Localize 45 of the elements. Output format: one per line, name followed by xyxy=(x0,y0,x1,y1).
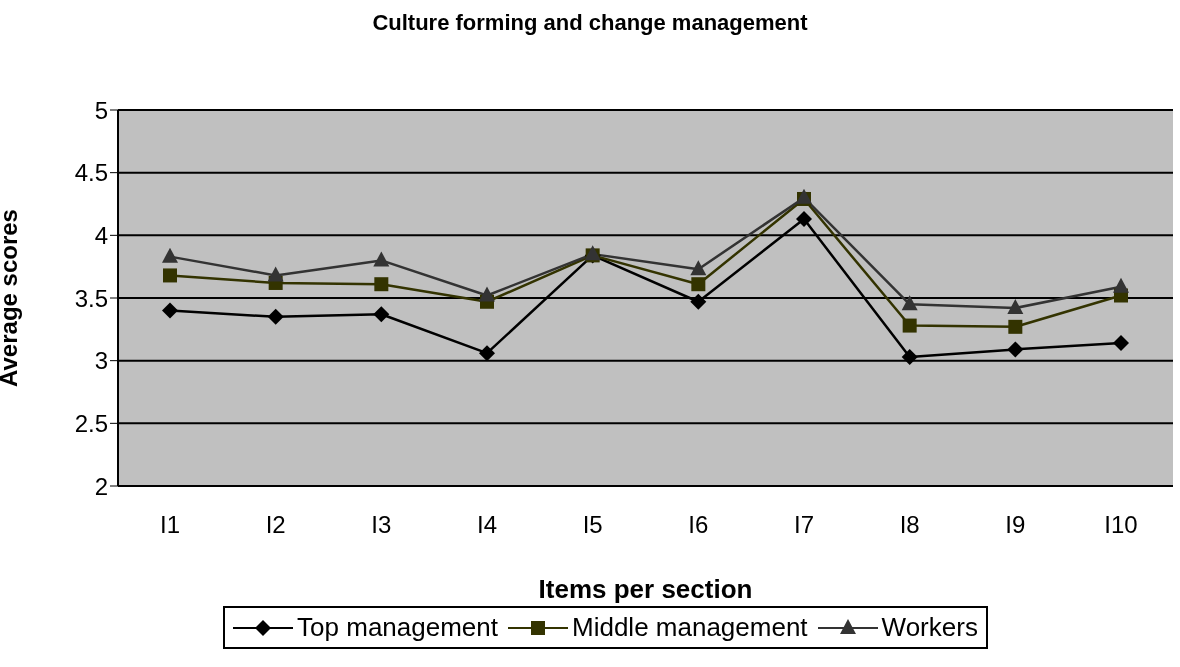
point xyxy=(690,293,707,310)
point xyxy=(374,277,389,292)
point xyxy=(796,211,812,228)
x-tick-label: I8 xyxy=(899,511,920,539)
point xyxy=(373,306,390,323)
x-tick-label: I3 xyxy=(371,511,392,539)
point xyxy=(267,308,284,325)
point xyxy=(690,260,707,276)
point xyxy=(373,251,390,267)
point xyxy=(162,302,178,319)
point xyxy=(902,318,917,333)
point xyxy=(163,268,177,283)
point xyxy=(1007,299,1024,315)
point xyxy=(162,247,178,263)
y-tick-label: 4.5 xyxy=(74,159,108,187)
y-tick-label: 3.5 xyxy=(74,284,108,312)
y-tick-label: 4 xyxy=(94,221,108,249)
point xyxy=(1007,341,1024,358)
x-tick-label: I7 xyxy=(793,511,815,539)
x-tick-label: I4 xyxy=(476,511,498,539)
legend-label: Workers xyxy=(881,612,978,643)
point xyxy=(267,266,284,282)
legend-label: Top management xyxy=(297,612,498,643)
y-tick-label: 2.5 xyxy=(74,409,108,437)
point xyxy=(901,348,918,365)
point xyxy=(901,295,918,311)
x-tick-label: I9 xyxy=(1005,511,1026,539)
x-tick-label: I2 xyxy=(265,511,286,539)
legend-label: Middle management xyxy=(572,612,808,643)
point xyxy=(479,345,495,362)
point xyxy=(1113,277,1129,293)
chart-title: Culture forming and change management xyxy=(371,10,809,36)
y-tick-label: 5 xyxy=(94,96,108,124)
x-tick-label: I6 xyxy=(688,511,709,539)
x-tick-label: I5 xyxy=(582,511,603,539)
point xyxy=(1008,319,1023,334)
point xyxy=(1113,335,1129,352)
y-tick-label: 3 xyxy=(94,347,108,375)
x-axis-title: Items per section xyxy=(538,574,753,604)
point xyxy=(479,286,495,302)
y-tick-label: 2 xyxy=(94,472,108,500)
point xyxy=(691,277,706,292)
x-tick-label: I10 xyxy=(1104,511,1138,539)
y-axis-title: Average scores xyxy=(0,209,22,387)
x-tick-label: I1 xyxy=(159,511,181,539)
